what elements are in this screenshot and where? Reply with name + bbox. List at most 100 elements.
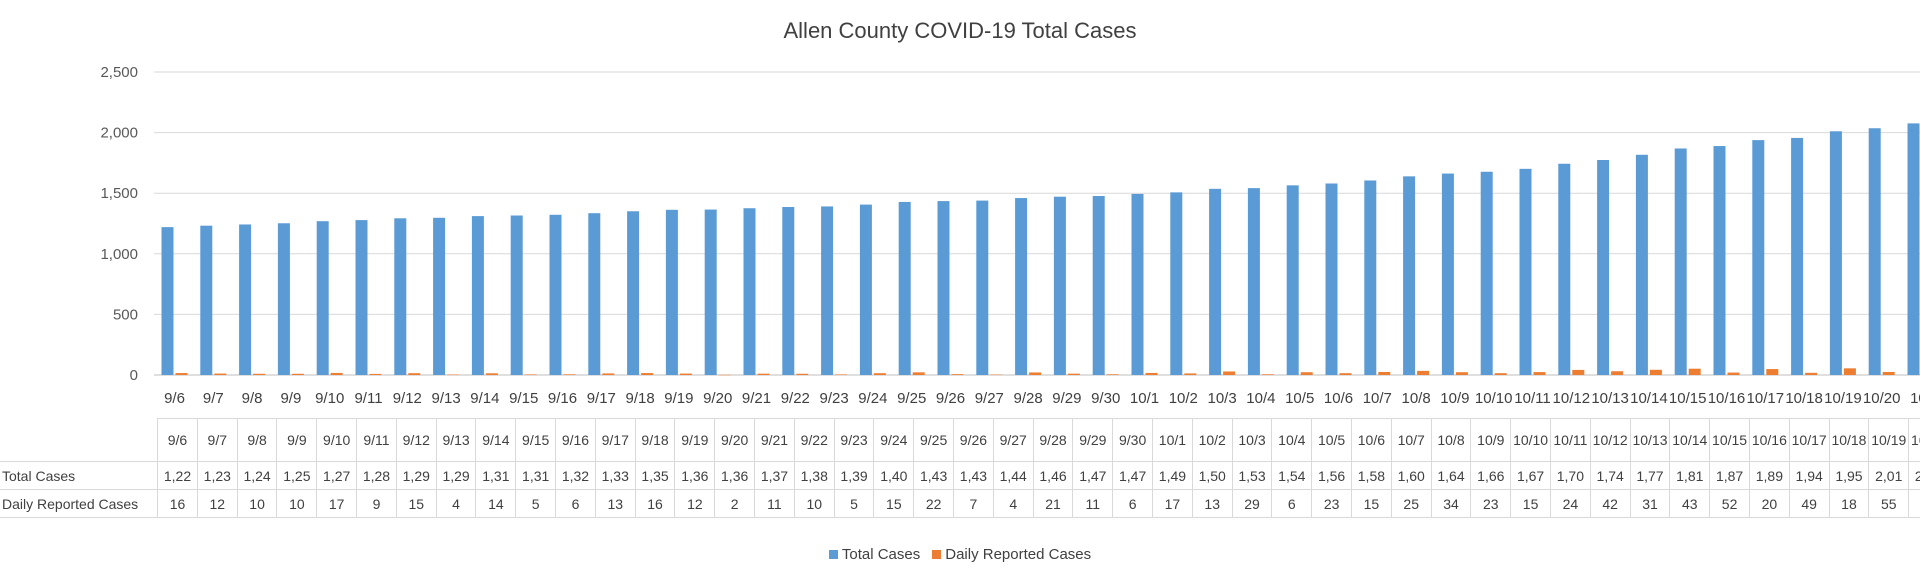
x-tick-label: 9/7 — [203, 390, 224, 407]
x-tick-label: 9/19 — [664, 390, 693, 407]
table-value-cell: 1,29 — [395, 461, 437, 490]
bar-daily-reported-cases — [1029, 372, 1042, 375]
bar-daily-reported-cases — [1106, 374, 1119, 375]
bar-total-cases — [277, 223, 290, 375]
bar-total-cases — [1674, 148, 1687, 375]
table-value-cell: 1,66 — [1470, 461, 1512, 490]
x-tick-label: 10/18 — [1785, 390, 1823, 407]
table-value-cell: 1,29 — [435, 461, 477, 490]
x-tick-label: 9/16 — [548, 390, 577, 407]
bar-daily-reported-cases — [1184, 373, 1197, 375]
table-date-cell: 9/30 — [1112, 418, 1154, 462]
bar-total-cases — [316, 221, 329, 375]
bar-daily-reported-cases — [563, 374, 576, 375]
x-axis: 9/6 9/7 9/8 9/9 9/10 9/11 9/12 9/13 9/14 9/15 9/16… — [164, 390, 1920, 407]
x-tick-label: 10/12 — [1553, 390, 1591, 407]
x-tick-label: 10/ — [1910, 390, 1920, 407]
x-tick-label: 10/11 — [1514, 390, 1550, 407]
y-axis: 0 500 1,000 1,500 2,000 2,500 — [100, 64, 138, 384]
bar-daily-reported-cases — [1067, 373, 1080, 375]
table-date-cell: 9/10 — [316, 418, 358, 462]
bar-total-cases — [1286, 185, 1299, 375]
bar-total-cases — [1519, 168, 1532, 375]
table-date-cell: 9/15 — [515, 418, 557, 462]
table-value-cell: 1,49 — [1152, 461, 1193, 490]
bar-daily-reported-cases — [951, 374, 964, 375]
table-value-cell: 1,24 — [236, 461, 278, 490]
legend-label: Total Cases — [841, 546, 921, 563]
table-date-cell: 9/22 — [793, 418, 835, 462]
bar-total-cases — [704, 209, 717, 375]
bar-total-cases — [433, 217, 446, 375]
table-value-cell: 17 — [1152, 489, 1193, 518]
x-tick-label: 10/5 — [1285, 390, 1314, 407]
table-value-cell: 5 — [515, 489, 557, 518]
bar-total-cases — [782, 207, 795, 375]
x-tick-label: 9/21 — [742, 390, 771, 407]
bar-daily-reported-cases — [447, 374, 460, 376]
chart-data-table: 9/6 9/7 9/8 9/9 9/10 9/11 9/12 9/13 9/14 9/15 9/16… — [0, 418, 1920, 518]
bar-total-cases — [976, 200, 989, 375]
table-date-cell: 9/17 — [594, 418, 636, 462]
table-value-cell: 11 — [1072, 489, 1114, 518]
bar-daily-reported-cases — [1611, 371, 1624, 375]
table-value-cell: 42 — [1589, 489, 1631, 518]
x-tick-label: 10/6 — [1324, 390, 1353, 407]
legend-swatch — [828, 550, 838, 559]
table-value-cell: 11 — [754, 489, 795, 518]
table-value-cell: 1,50 — [1191, 461, 1233, 490]
x-tick-label: 10/8 — [1401, 390, 1430, 407]
table-date-cell: 10/8 — [1430, 418, 1472, 462]
x-tick-label: 9/13 — [431, 390, 460, 407]
bar-daily-reported-cases — [1843, 368, 1856, 375]
table-value-cell: 12 — [196, 489, 238, 518]
table-value-cell: 1,77 — [1629, 461, 1671, 490]
table-value-cell: 1,64 — [1430, 461, 1472, 490]
table-date-cell: 10/15 — [1709, 418, 1750, 462]
table-date-cell: 9/23 — [833, 418, 875, 462]
x-tick-label: 10/7 — [1363, 390, 1392, 407]
bar-total-cases — [1635, 154, 1648, 375]
table-value-cell: 6 — [1112, 489, 1154, 518]
table-value-cell: 10 — [276, 489, 318, 518]
table-value-cell: 29 — [1231, 489, 1273, 518]
x-tick-label: 10/17 — [1747, 390, 1785, 407]
table-date-cell: 10/1 — [1152, 418, 1193, 462]
bar-daily-reported-cases — [1882, 371, 1895, 375]
table-value-cell: 1,81 — [1669, 461, 1711, 490]
bar-daily-reported-cases — [718, 374, 731, 376]
table-value-cell: 1,87 — [1709, 461, 1750, 490]
x-tick-label: 10/3 — [1207, 390, 1236, 407]
legend-label: Daily Reported Cases — [945, 546, 1092, 563]
bar-daily-reported-cases — [873, 373, 886, 375]
table-value-cell: 1,25 — [276, 461, 318, 490]
bar-total-cases — [1092, 195, 1105, 375]
table-header-row: 9/6 9/7 9/8 9/9 9/10 9/11 9/12 9/13 9/14 9/15 9/16… — [0, 418, 1920, 462]
table-value-cell: 31 — [1629, 489, 1671, 518]
table-value-cell: 14 — [475, 489, 517, 518]
bar-total-cases — [1247, 188, 1260, 375]
y-tick-label: 500 — [113, 306, 138, 323]
table-value-cell: 18 — [1828, 489, 1870, 518]
table-value-cell: 13 — [1191, 489, 1233, 518]
table-date-cell: 10/10 — [1510, 418, 1551, 462]
table-date-cell: 10/2 — [1191, 418, 1233, 462]
table-value-cell: 1,23 — [196, 461, 238, 490]
table-value-cell: 1,46 — [1032, 461, 1074, 490]
table-value-cell: 1,89 — [1748, 461, 1790, 490]
table-row-header: Daily Reported Cases — [0, 489, 159, 518]
bar-total-cases — [1364, 180, 1377, 375]
bar-total-cases — [1752, 140, 1765, 375]
bar-daily-reported-cases — [175, 373, 188, 375]
table-date-cell: 10/11 — [1549, 418, 1591, 462]
table-date-cell: 10/19 — [1868, 418, 1910, 462]
table-value-cell: 13 — [594, 489, 636, 518]
table-value-cell: 10 — [793, 489, 835, 518]
x-tick-label: 9/9 — [280, 390, 301, 407]
y-tick-label: 2,500 — [100, 64, 138, 81]
chart-plot: 0 500 1,000 1,500 2,000 2,500 9/6 9/7 9/8 9/9 9/10… — [100, 64, 1920, 407]
table-value-cell: 10 — [236, 489, 278, 518]
y-tick-label: 2,000 — [100, 125, 138, 142]
bar-daily-reported-cases — [796, 373, 809, 375]
table-date-cell: 10/5 — [1311, 418, 1352, 462]
